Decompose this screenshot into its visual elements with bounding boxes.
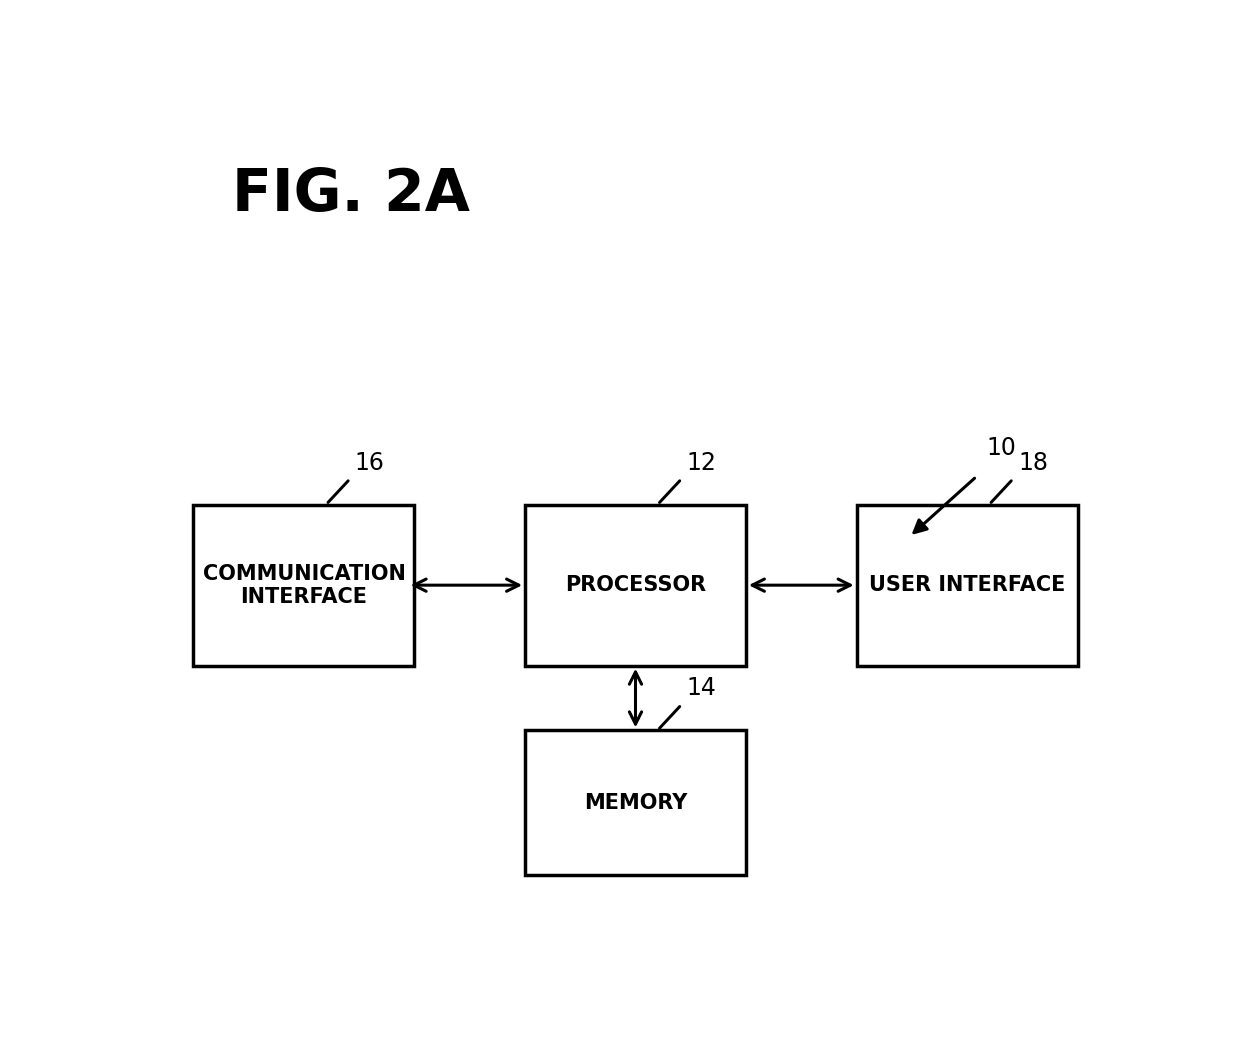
Text: USER INTERFACE: USER INTERFACE <box>869 575 1065 595</box>
Text: MEMORY: MEMORY <box>584 793 687 812</box>
Text: 16: 16 <box>355 450 384 474</box>
Bar <box>193 505 414 666</box>
Bar <box>525 731 746 875</box>
Text: PROCESSOR: PROCESSOR <box>565 575 706 595</box>
Text: COMMUNICATION
INTERFACE: COMMUNICATION INTERFACE <box>202 563 405 607</box>
Bar <box>857 505 1078 666</box>
Text: 10: 10 <box>986 437 1016 461</box>
Text: 14: 14 <box>687 676 717 700</box>
Bar <box>525 505 746 666</box>
Text: 18: 18 <box>1018 450 1048 474</box>
Text: 12: 12 <box>687 450 717 474</box>
Text: FIG. 2A: FIG. 2A <box>232 166 470 223</box>
